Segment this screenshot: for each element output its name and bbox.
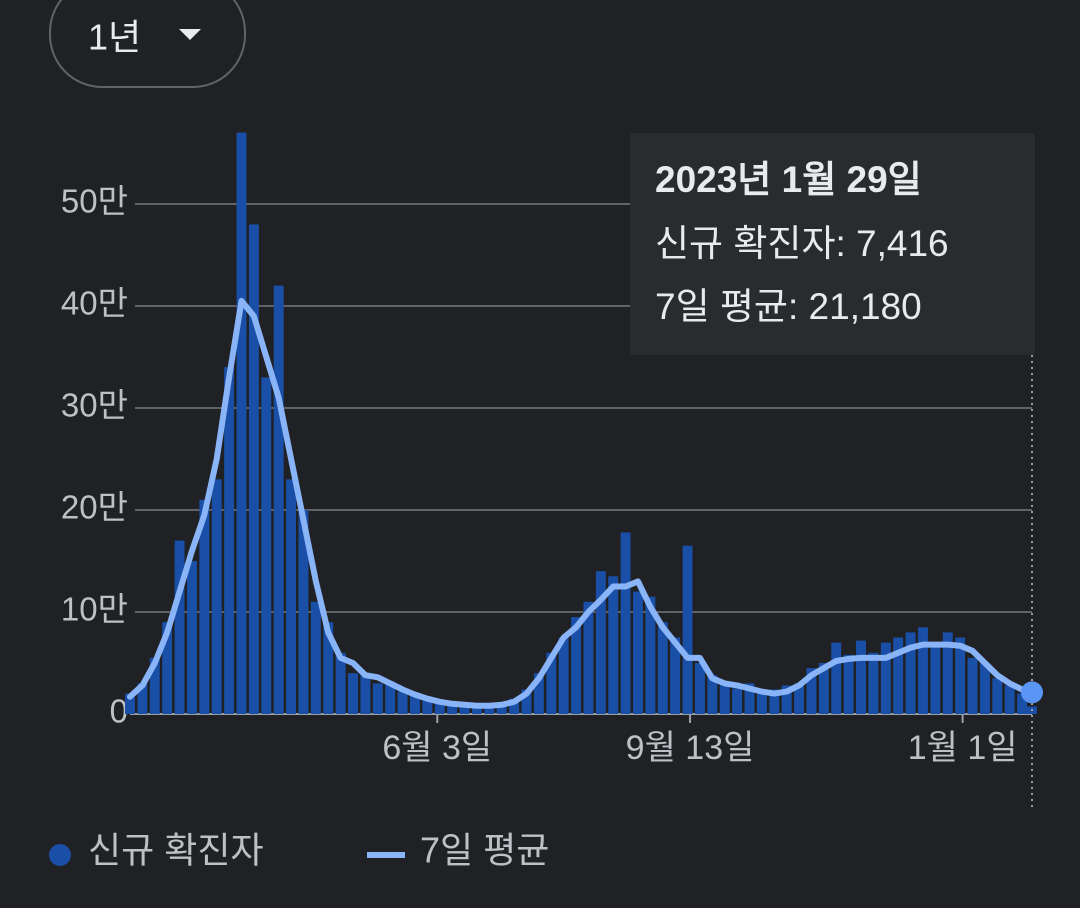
y-tick-label: 0 [110, 693, 128, 730]
bar [719, 681, 730, 714]
y-tick-label: 50만 [61, 183, 128, 220]
bar [1004, 685, 1015, 714]
bar [261, 377, 272, 714]
bar [893, 637, 904, 714]
bar [199, 499, 210, 714]
bar [447, 703, 458, 714]
bar [224, 367, 235, 714]
bar [918, 627, 928, 714]
bar [645, 596, 656, 714]
average-line [127, 297, 1035, 709]
bar [856, 640, 866, 714]
tooltip-line: 7일 평균: 21,180 [655, 286, 922, 327]
bar [868, 652, 879, 714]
bar [794, 683, 805, 714]
bar [273, 285, 284, 714]
bar [818, 663, 829, 714]
dropdown-arrow[interactable] [179, 29, 201, 40]
x-tick-label: 9월 13일 [626, 729, 755, 767]
bar [496, 704, 507, 714]
bar [657, 622, 668, 714]
bar [286, 479, 297, 714]
bar [410, 695, 420, 714]
bar [756, 693, 767, 714]
x-tick-label: 1월 1일 [908, 729, 1018, 767]
bar [248, 224, 259, 714]
bar [310, 601, 321, 714]
bar [583, 601, 594, 714]
bar [236, 132, 247, 715]
bar [769, 689, 780, 714]
bar [955, 637, 966, 714]
bar [372, 683, 383, 714]
range-dropdown[interactable]: 1년 [49, 0, 246, 88]
bar [732, 688, 743, 714]
tooltip-line: 신규 확진자: 7,416 [655, 223, 949, 264]
bar [595, 571, 606, 714]
bar [942, 632, 953, 714]
bar [360, 675, 371, 714]
y-tick-label: 20만 [61, 489, 128, 526]
legend-swatch [49, 844, 71, 866]
bar [571, 617, 581, 714]
bar [967, 657, 978, 714]
bar [806, 668, 817, 714]
bar [434, 701, 445, 714]
bar [992, 678, 1003, 714]
bar [880, 642, 891, 714]
bar [843, 654, 854, 714]
bar [211, 479, 222, 714]
bar [707, 675, 718, 714]
bar [162, 622, 173, 714]
legend-label: 신규 확진자 [88, 830, 264, 871]
dropdown-border[interactable] [49, 0, 246, 88]
bar [781, 685, 792, 714]
bar [509, 698, 520, 714]
x-tick-label: 6월 3일 [382, 729, 492, 767]
bar [533, 673, 544, 714]
bar [137, 683, 148, 714]
bar [682, 545, 693, 714]
y-tick-label: 40만 [61, 285, 128, 322]
bar [459, 704, 470, 714]
bar [335, 652, 346, 714]
y-tick-label: 30만 [61, 387, 128, 424]
y-tick-label: 10만 [61, 591, 128, 628]
bar [744, 683, 755, 714]
bar [930, 642, 941, 714]
tooltip-box [630, 133, 1035, 355]
bar [422, 699, 433, 714]
bar [484, 706, 495, 714]
bar [521, 689, 532, 714]
bar [385, 681, 396, 714]
bar [979, 663, 990, 714]
bar [670, 637, 681, 714]
bar [323, 622, 334, 714]
tooltip-title: 2023년 1월 29일 [655, 159, 922, 200]
plot: 0 10만 20만 30만 40만 50만 6월 3일 9월 13일 1월 1일 [61, 132, 1037, 767]
hover-point [1021, 681, 1043, 704]
bar [348, 673, 358, 714]
bar [298, 510, 309, 714]
bar [608, 576, 619, 714]
bar [546, 652, 557, 714]
bar [633, 591, 643, 714]
bar [149, 657, 160, 714]
bar [831, 642, 842, 714]
bar [174, 540, 185, 714]
bar [471, 705, 482, 714]
bar [125, 693, 135, 714]
bar [1017, 693, 1028, 714]
bar [694, 663, 705, 714]
bar [905, 632, 916, 714]
bar [558, 637, 569, 714]
bar [186, 561, 197, 714]
bar [620, 532, 631, 714]
dropdown-label[interactable]: 1년 [88, 17, 141, 58]
legend-label: 7일 평균 [420, 830, 549, 871]
bar [397, 691, 408, 714]
